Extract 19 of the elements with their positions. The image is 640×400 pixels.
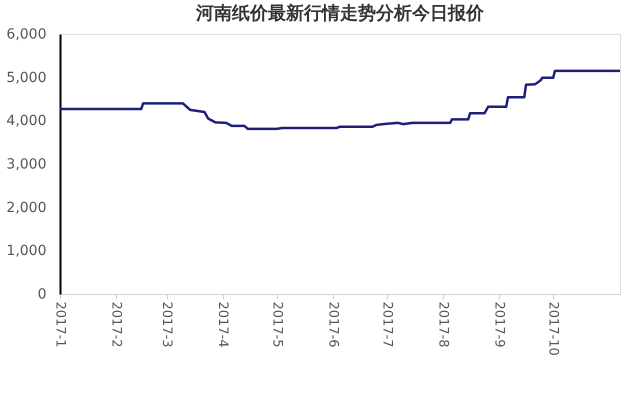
y-tick-label: 5,000 xyxy=(6,70,46,86)
x-tick-label: 2017-5 xyxy=(269,302,284,348)
chart-title: 河南纸价最新行情走势分析今日报价 xyxy=(195,3,485,24)
x-tick-label: 2017-8 xyxy=(435,302,450,348)
x-tick-label: 2017-1 xyxy=(52,302,68,348)
x-tick-label: 2017-10 xyxy=(546,302,561,356)
y-tick-label: 4,000 xyxy=(6,113,46,130)
x-tick-label: 2017-4 xyxy=(215,302,230,348)
y-tick-label: 3,000 xyxy=(6,156,46,172)
x-tick-label: 2017-3 xyxy=(159,302,174,348)
x-tick-label: 2017-7 xyxy=(379,302,394,348)
y-tick-label: 6,000 xyxy=(6,26,46,42)
y-tick-label: 1,000 xyxy=(6,243,46,260)
y-tick-label: 2,000 xyxy=(6,200,46,216)
y-tick-label: 0 xyxy=(38,286,46,302)
x-tick-label: 2017-2 xyxy=(108,302,124,348)
x-tick-label: 2017-9 xyxy=(491,302,506,348)
x-tick-label: 2017-6 xyxy=(325,302,340,348)
line-series xyxy=(58,70,622,130)
